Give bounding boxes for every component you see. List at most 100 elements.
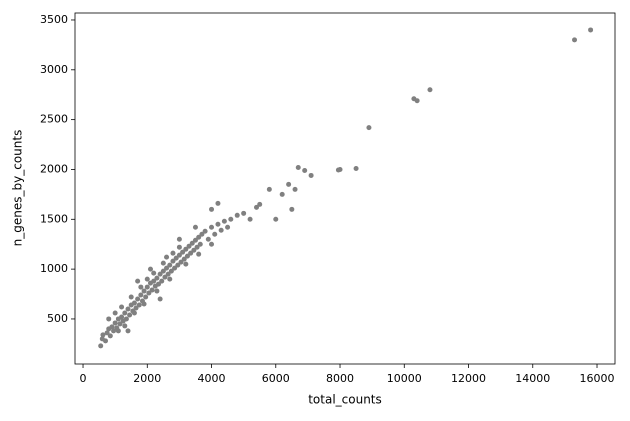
point: [115, 328, 121, 334]
point: [122, 323, 128, 329]
point: [353, 165, 359, 171]
point: [131, 300, 137, 306]
point: [209, 241, 215, 247]
point: [257, 201, 263, 207]
point: [170, 250, 176, 256]
x-tick-label: 14000: [515, 372, 550, 385]
point: [202, 228, 208, 234]
point: [98, 343, 104, 349]
point: [199, 231, 205, 237]
x-tick-label: 8000: [326, 372, 354, 385]
x-tick-label: 16000: [580, 372, 615, 385]
point: [173, 255, 179, 261]
point: [141, 288, 147, 294]
point: [156, 281, 162, 287]
x-tick-label: 10000: [387, 372, 422, 385]
point: [188, 250, 194, 256]
point: [176, 244, 182, 250]
point: [266, 186, 272, 192]
y-tick-label: 2000: [40, 162, 68, 175]
point: [141, 301, 147, 307]
point: [192, 237, 198, 243]
point: [183, 246, 189, 252]
y-tick-label: 1500: [40, 212, 68, 225]
point: [164, 254, 170, 260]
point: [295, 164, 301, 170]
point: [154, 275, 160, 281]
point: [196, 234, 202, 240]
point: [191, 247, 197, 253]
point: [143, 294, 149, 300]
point: [167, 262, 173, 268]
point: [197, 241, 203, 247]
point: [192, 224, 198, 230]
point: [168, 268, 174, 274]
point: [109, 324, 115, 330]
point: [117, 321, 123, 327]
plot-frame: [74, 12, 616, 365]
point: [151, 270, 157, 276]
point: [273, 216, 279, 222]
point: [160, 260, 166, 266]
point: [180, 249, 186, 255]
point: [302, 167, 308, 173]
point: [144, 276, 150, 282]
point: [228, 216, 234, 222]
y-tick-label: 500: [47, 312, 68, 325]
point: [111, 328, 117, 334]
y-axis-label: n_genes_by_counts: [11, 130, 25, 247]
x-tick-label: 2000: [133, 372, 161, 385]
point: [241, 210, 247, 216]
point: [212, 231, 218, 237]
point: [247, 216, 253, 222]
point: [128, 294, 134, 300]
point: [147, 266, 153, 272]
point: [151, 278, 157, 284]
point: [178, 259, 184, 265]
point: [146, 290, 152, 296]
point: [136, 302, 142, 308]
y-tick-label: 3500: [40, 13, 68, 26]
point: [164, 265, 170, 271]
point: [162, 274, 168, 280]
point: [127, 312, 133, 318]
point: [215, 200, 221, 206]
point: [119, 314, 125, 320]
point: [427, 87, 433, 93]
point: [289, 206, 295, 212]
point: [103, 338, 109, 344]
point: [292, 186, 298, 192]
point: [414, 98, 420, 104]
point: [286, 181, 292, 187]
point: [194, 244, 200, 250]
point: [160, 268, 166, 274]
point: [186, 243, 192, 249]
point: [125, 328, 131, 334]
point: [209, 206, 215, 212]
point: [218, 227, 224, 233]
x-tick-label: 4000: [198, 372, 226, 385]
point: [119, 304, 125, 310]
point: [165, 271, 171, 277]
point: [253, 204, 259, 210]
point: [189, 240, 195, 246]
x-axis-label: total_counts: [308, 393, 382, 407]
point: [366, 125, 372, 131]
point: [100, 332, 106, 338]
point: [172, 265, 178, 271]
point: [112, 320, 118, 326]
point: [159, 278, 165, 284]
point: [135, 278, 141, 284]
point: [131, 310, 137, 316]
point: [184, 253, 190, 259]
point: [122, 310, 128, 316]
point: [170, 258, 176, 264]
point: [135, 296, 141, 302]
point: [183, 261, 189, 267]
point: [149, 287, 155, 293]
point: [175, 262, 181, 268]
point: [572, 37, 578, 43]
point: [337, 166, 343, 172]
point: [104, 330, 110, 336]
